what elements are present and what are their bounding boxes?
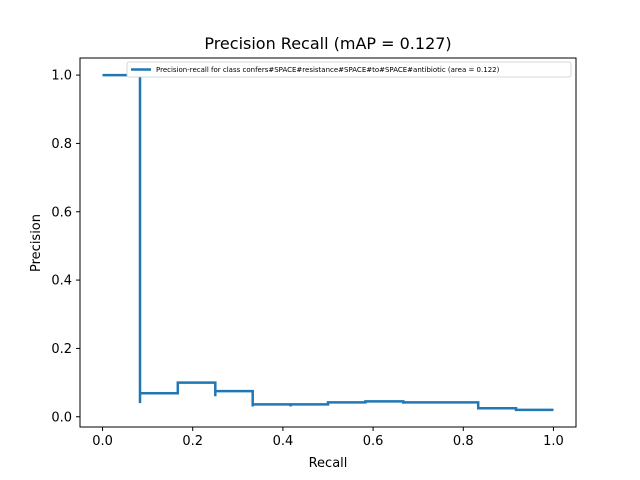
legend-box [126,61,572,78]
chart-title: Precision Recall (mAP = 0.127) [204,34,451,53]
x-tick-label: 0.4 [273,434,294,449]
y-tick-label: 1.0 [51,69,72,84]
x-tick-label: 0.8 [453,434,474,449]
plot-area-frame [79,57,577,428]
y-tick-label: 0.6 [51,205,72,220]
x-tick-label: 1.0 [543,434,564,449]
x-tick-label: 0.0 [92,434,113,449]
x-tick-label: 0.6 [363,434,384,449]
x-axis-label: Recall [309,456,348,471]
y-tick-label: 0.4 [51,274,72,289]
precision-recall-line [102,73,554,412]
x-tick-label: 0.2 [182,434,203,449]
y-tick-label: 0.0 [51,410,72,425]
series-layer [102,73,554,412]
y-tick-label: 0.8 [51,137,72,152]
legend: Precision-recall for class confers#SPACE… [126,61,572,78]
legend-label: Precision-recall for class confers#SPACE… [156,66,500,74]
y-tick-label: 0.2 [51,342,72,357]
axis-ticks: 0.0 0.2 0.4 0.6 0.8 1.0 0.0 0.2 0.4 0.6 0.8 1.0 [51,69,563,449]
y-axis-label: Precision [29,214,44,272]
